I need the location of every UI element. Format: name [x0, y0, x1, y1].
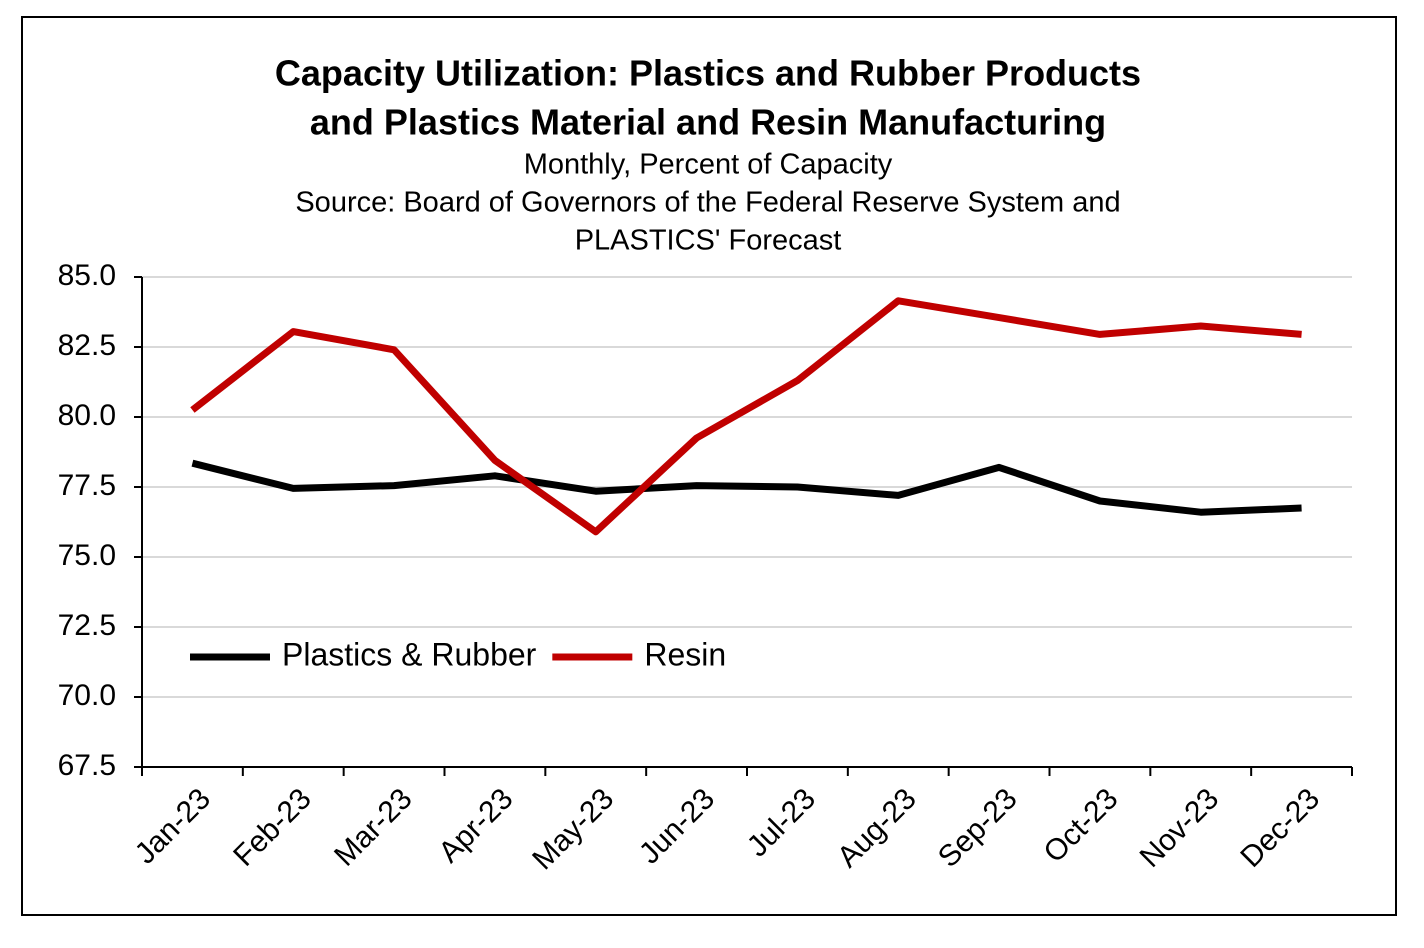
y-tick-label: 67.5	[58, 749, 116, 782]
y-tick-label: 72.5	[58, 609, 116, 642]
legend-label: Plastics & Rubber	[282, 636, 537, 672]
y-tick-label: 82.5	[58, 329, 116, 362]
y-tick-label: 85.0	[58, 259, 116, 292]
chart-subtitle: Source: Board of Governors of the Federa…	[295, 187, 1120, 219]
chart-frame	[21, 16, 1397, 916]
chart-title: Capacity Utilization: Plastics and Rubbe…	[275, 53, 1141, 94]
data-line	[191, 459, 1302, 516]
y-tick-label: 80.0	[58, 399, 116, 432]
legend-label: Resin	[644, 636, 726, 672]
chart-subtitle: Monthly, Percent of Capacity	[524, 149, 893, 181]
y-tick-label: 77.5	[58, 469, 116, 502]
chart-title: and Plastics Material and Resin Manufact…	[310, 102, 1106, 143]
chart-subtitle: PLASTICS' Forecast	[575, 225, 842, 257]
y-tick-label: 70.0	[58, 679, 116, 712]
data-line	[190, 297, 1302, 536]
y-tick-label: 75.0	[58, 539, 116, 572]
